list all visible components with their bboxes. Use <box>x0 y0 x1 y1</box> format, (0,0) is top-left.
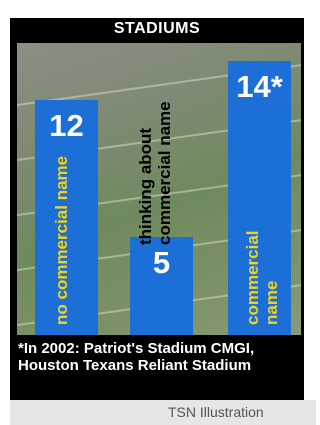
chart-title: STADIUMS <box>10 20 304 38</box>
footnote: *In 2002: Patriot's Stadium CMGI, Housto… <box>18 340 304 374</box>
category-label: no commercial name <box>52 155 71 325</box>
value-label: 14* <box>225 69 295 105</box>
credit-strip: TSN Illustration <box>10 400 316 425</box>
value-label: 5 <box>127 245 197 281</box>
credit: TSN Illustration <box>168 404 264 420</box>
infographic: STADIUMS *In 2002: Patriot's Stadium CMG… <box>0 0 316 425</box>
value-label: 12 <box>32 108 102 144</box>
category-label: thinking about commercial name <box>136 70 174 245</box>
category-label: commercial name <box>243 185 281 325</box>
